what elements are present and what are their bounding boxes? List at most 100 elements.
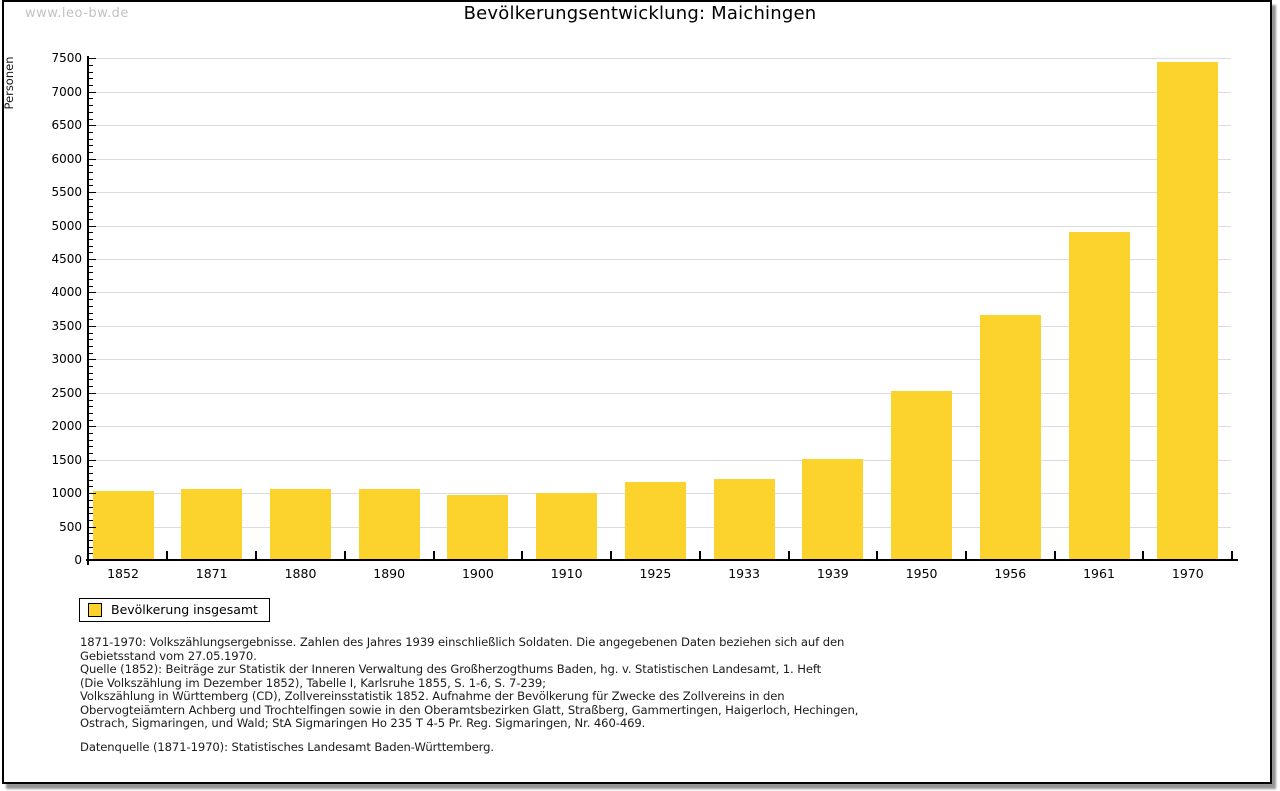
y-minor-tick	[89, 386, 93, 388]
y-minor-tick	[89, 245, 93, 247]
bar-1961	[1068, 231, 1130, 559]
y-minor-tick	[89, 366, 93, 367]
x-boundary-tick	[610, 551, 612, 559]
y-axis-label: Personen	[2, 56, 16, 110]
y-minor-tick	[89, 499, 93, 501]
y-minor-tick	[89, 553, 93, 555]
y-major-tick	[89, 392, 96, 394]
gridline	[88, 91, 1231, 93]
gridline	[88, 192, 1231, 194]
bar-1950	[891, 391, 953, 559]
x-tick-label: 1900	[461, 566, 494, 581]
y-minor-tick	[89, 312, 93, 314]
x-boundary-tick	[964, 551, 967, 559]
footnote-line: 1871-1970: Volkszählungsergebnisse. Zahl…	[80, 635, 845, 649]
y-minor-tick	[89, 466, 93, 468]
y-minor-tick	[89, 98, 93, 100]
y-minor-tick	[89, 232, 93, 234]
y-tick-label: 7000	[51, 84, 82, 99]
bar-1970	[1157, 62, 1219, 559]
y-minor-tick	[89, 305, 93, 307]
chart-title: Bevölkerungsentwicklung: Maichingen	[463, 3, 817, 24]
y-minor-tick	[89, 399, 93, 401]
x-boundary-tick	[1053, 551, 1056, 559]
gridline	[88, 158, 1231, 160]
y-minor-tick	[89, 419, 93, 421]
y-minor-tick	[89, 285, 93, 287]
y-tick-label: 2000	[51, 419, 82, 434]
y-major-tick	[89, 91, 96, 93]
y-minor-tick	[89, 546, 93, 548]
y-major-tick	[89, 526, 96, 528]
y-minor-tick	[89, 165, 93, 167]
x-boundary-tick	[255, 551, 258, 559]
y-minor-tick	[89, 78, 93, 80]
y-tick-label: 1000	[51, 486, 82, 501]
y-minor-tick	[89, 299, 93, 301]
x-tick-label: 1925	[639, 566, 672, 581]
gridline	[88, 225, 1231, 227]
y-minor-tick	[89, 332, 93, 334]
y-minor-tick	[89, 519, 93, 521]
gridline	[88, 359, 1231, 361]
y-minor-tick	[89, 272, 93, 274]
x-axis-line	[86, 559, 1238, 561]
y-major-tick	[89, 125, 96, 127]
y-tick-label: 3000	[51, 352, 82, 367]
y-minor-tick	[89, 212, 93, 214]
y-minor-tick	[89, 279, 93, 280]
y-major-tick	[89, 259, 96, 260]
x-boundary-tick	[698, 551, 701, 559]
y-major-tick	[89, 426, 96, 428]
gridline	[88, 58, 1231, 60]
y-axis-line	[87, 56, 89, 565]
gridline	[88, 259, 1231, 260]
footnote-line: Volkszählung in Württemberg (CD), Zollve…	[80, 689, 785, 703]
y-tick-label: 6000	[51, 151, 82, 166]
y-minor-tick	[89, 138, 93, 140]
y-minor-tick	[89, 131, 93, 133]
gridline	[88, 426, 1231, 428]
bar-1956	[979, 314, 1041, 559]
y-tick-label: 4500	[51, 252, 82, 266]
footnotes: 1871-1970: Volkszählungsergebnisse. Zahl…	[80, 635, 910, 754]
gridline	[88, 325, 1231, 327]
footnote-line: Ostrach, Sigmaringen, und Wald; StA Sigm…	[80, 716, 646, 730]
footnote-line: Obervogteiämtern Achberg und Trochtelfin…	[80, 702, 859, 717]
y-minor-tick	[89, 446, 93, 448]
footnote-line: Quelle (1852): Beiträge zur Statistik de…	[80, 662, 822, 676]
y-tick-label: 5000	[51, 218, 82, 233]
y-major-tick	[89, 325, 96, 327]
bar-1871	[181, 488, 243, 559]
gridline	[88, 392, 1231, 394]
y-minor-tick	[89, 145, 93, 147]
y-tick-label: 5500	[51, 185, 82, 200]
y-minor-tick	[89, 473, 93, 474]
x-boundary-tick	[1142, 551, 1145, 559]
bar-1910	[536, 492, 598, 559]
x-tick-label: 1910	[550, 566, 583, 581]
footnote-line: Gebietsstand vom 27.05.1970.	[80, 648, 257, 663]
legend: Bevölkerung insgesamt	[79, 598, 270, 622]
y-tick-label: 0	[74, 553, 82, 567]
footnote-line: (Die Volkszählung im Dezember 1852), Tab…	[80, 675, 546, 690]
x-boundary-tick	[432, 551, 435, 559]
y-minor-tick	[89, 379, 93, 381]
y-minor-tick	[89, 71, 93, 73]
y-minor-tick	[89, 352, 93, 354]
y-minor-tick	[89, 105, 93, 107]
y-minor-tick	[89, 252, 93, 254]
y-minor-tick	[89, 432, 93, 434]
x-tick-label: 1970	[1171, 566, 1204, 581]
x-tick-label: 1880	[284, 566, 317, 581]
y-minor-tick	[89, 453, 93, 454]
bar-1852	[92, 490, 154, 559]
gridline	[88, 459, 1231, 461]
bar-1890	[358, 488, 420, 559]
y-minor-tick	[89, 406, 93, 408]
x-boundary-tick	[1231, 551, 1234, 559]
y-minor-tick	[89, 185, 93, 187]
y-minor-tick	[89, 265, 93, 267]
y-minor-tick	[89, 238, 93, 240]
